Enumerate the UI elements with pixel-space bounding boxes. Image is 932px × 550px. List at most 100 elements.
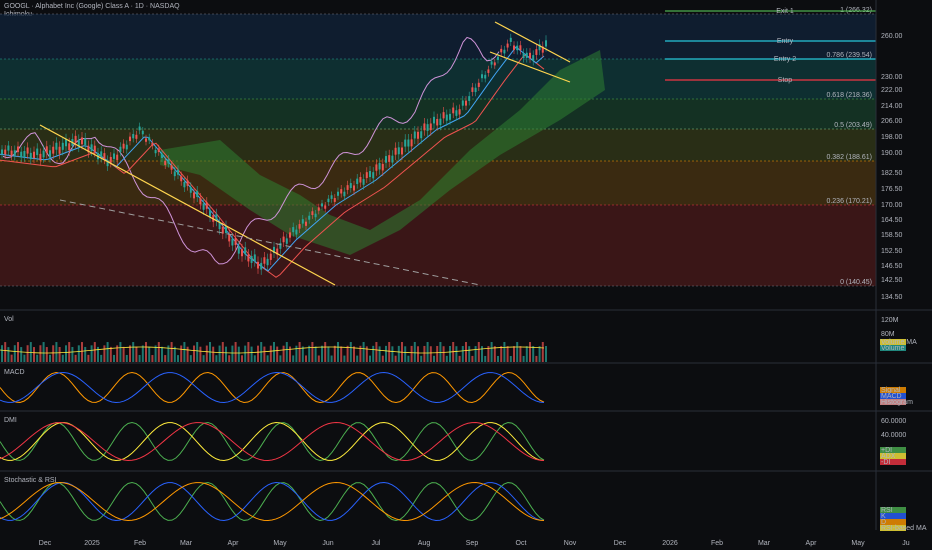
time-label: May (273, 540, 287, 547)
volume-bar (433, 355, 435, 362)
candle-body (423, 123, 426, 131)
candle-body (301, 219, 304, 224)
volume-bar (484, 355, 487, 362)
volume-bar (529, 342, 531, 362)
candle-body (205, 202, 208, 209)
volume-bar (493, 346, 496, 362)
volume-bar (298, 342, 301, 362)
volume-bar (132, 342, 135, 362)
volume-bar (468, 346, 471, 362)
panel-axis-label: 60.0000 (881, 418, 906, 425)
volume-bar (292, 355, 295, 362)
candle-body (266, 258, 269, 266)
volume-bar (436, 345, 439, 362)
candle-body (65, 139, 67, 147)
candle-body (519, 45, 522, 51)
candle-body (397, 147, 400, 155)
candle-body (7, 145, 10, 151)
legend-swatch (880, 519, 906, 525)
candle-body (10, 150, 13, 156)
volume-bar (301, 346, 304, 362)
candle-body (449, 113, 451, 120)
volume-bar (308, 345, 311, 362)
time-label: Jun (322, 540, 333, 547)
candle-body (401, 147, 403, 155)
candle-body (221, 226, 224, 234)
volume-bar (481, 346, 483, 362)
volume-bar (324, 342, 327, 362)
volume-bar (519, 346, 522, 362)
volume-bar (1, 345, 3, 362)
volume-bar (84, 346, 87, 362)
fib-label: 0.382 (188.61) (826, 154, 872, 161)
candle-body (250, 256, 253, 263)
volume-bar (285, 342, 288, 362)
legend-label: D (881, 519, 886, 526)
candle-body (26, 147, 29, 154)
candle-body (170, 165, 173, 170)
candle-body (311, 211, 314, 216)
time-label: Oct (516, 540, 527, 547)
time-label: Dec (39, 540, 52, 547)
volume-bar (135, 346, 138, 362)
volume-bar (513, 346, 515, 362)
volume-bar (535, 355, 538, 362)
volume-bar (196, 342, 199, 362)
candle-body (509, 37, 512, 42)
candle-body (503, 49, 506, 54)
candle-body (177, 169, 179, 175)
volume-bar (61, 354, 64, 362)
candle-body (365, 172, 368, 179)
volume-bar (55, 342, 58, 362)
legend-label: Volume MA (881, 339, 917, 346)
candle-body (369, 170, 371, 178)
candle-body (23, 150, 26, 157)
volume-bar (522, 355, 525, 362)
fib-label: 1 (266.32) (840, 7, 872, 14)
symbol: GOOGL · Alphabet Inc (Google) Class A · … (4, 3, 180, 10)
volume-bar (154, 345, 157, 362)
candle-body (285, 238, 288, 244)
candle-body (154, 149, 157, 154)
volume-bar (439, 342, 442, 362)
volume-bar (151, 355, 154, 362)
panel-title: Stochastic & RSI (4, 477, 57, 484)
volume-bar (266, 355, 269, 362)
base-line (0, 54, 545, 278)
volume-bar (346, 345, 349, 362)
candle-body (452, 107, 455, 114)
candle-body (269, 253, 272, 260)
volume-bar (359, 345, 362, 362)
volume-bar (205, 345, 208, 362)
fib-label: 0.236 (170.21) (826, 198, 872, 205)
candle-body (81, 137, 83, 145)
volume-bar (52, 345, 55, 362)
volume-bar (87, 354, 90, 362)
time-label: Nov (564, 540, 577, 547)
candle-body (500, 48, 503, 53)
candle-body (333, 198, 336, 202)
volume-bar (180, 345, 183, 362)
candle-body (215, 214, 218, 221)
candle-body (349, 183, 352, 189)
candle-body (276, 248, 279, 255)
candle-body (180, 176, 183, 182)
candle-body (151, 142, 154, 146)
time-label: Mar (758, 540, 771, 547)
candle-body (465, 100, 467, 106)
indicator-line (0, 481, 545, 522)
volume-bar (516, 342, 519, 362)
legend-swatch (880, 513, 906, 519)
volume-bar (333, 345, 336, 362)
volume-bar (337, 342, 339, 362)
volume-bar (410, 345, 413, 362)
candle-body (279, 243, 282, 249)
candle-body (295, 229, 298, 235)
volume-bar (125, 354, 128, 362)
candle-body (186, 180, 189, 186)
candle-body (109, 156, 112, 163)
candle-body (522, 52, 525, 58)
volume-bar (173, 346, 176, 362)
trade-label: Stop (778, 77, 793, 84)
candle-body (241, 249, 243, 257)
